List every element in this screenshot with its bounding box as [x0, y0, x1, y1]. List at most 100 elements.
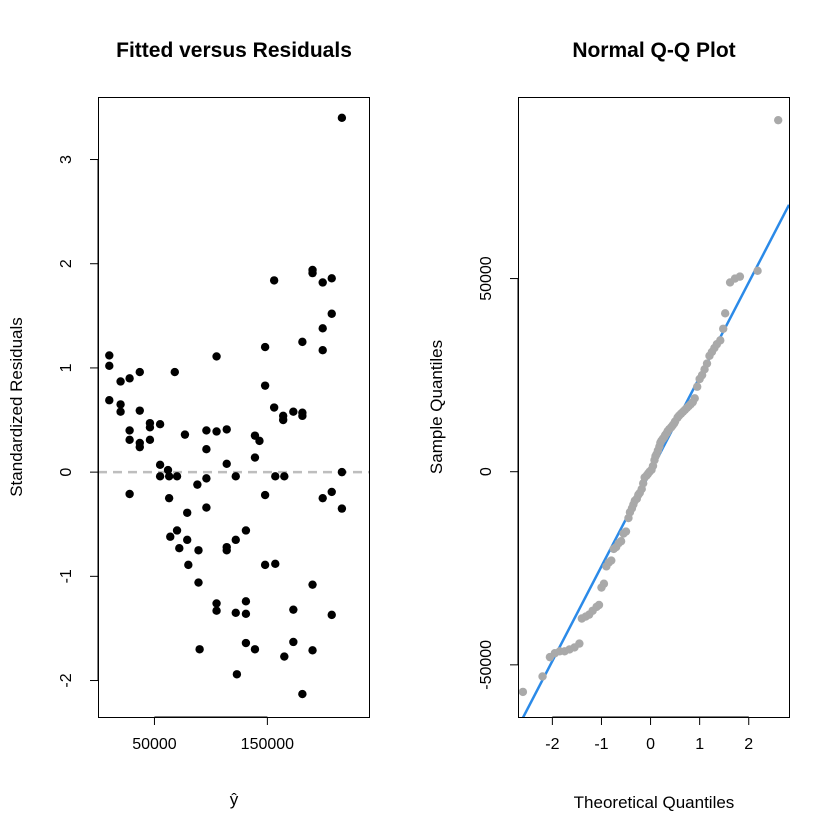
y-tick-label: -1	[58, 569, 75, 583]
y-tick-label: 0	[58, 468, 75, 477]
data-point	[116, 377, 125, 386]
data-point	[212, 599, 221, 608]
data-point	[298, 689, 307, 699]
data-point	[125, 489, 134, 499]
chart-title: Fitted versus Residuals	[116, 39, 352, 62]
left-marks-layer	[98, 113, 369, 699]
data-point	[170, 367, 179, 377]
x-tick-label: 2	[744, 736, 753, 753]
data-point	[202, 445, 211, 454]
x-axis-label: Theoretical Quantiles	[574, 793, 735, 812]
data-point	[616, 537, 626, 546]
data-point	[116, 400, 125, 409]
data-point	[241, 597, 251, 606]
data-point	[250, 453, 260, 462]
data-point	[271, 559, 280, 569]
data-point	[518, 687, 528, 697]
data-point	[269, 276, 279, 285]
data-point	[280, 652, 289, 661]
data-point	[260, 342, 270, 352]
y-axis-label: Sample Quantiles	[427, 340, 446, 474]
data-point	[250, 645, 260, 654]
y-tick-label: -2	[58, 673, 75, 687]
data-point	[155, 472, 165, 481]
data-point	[289, 605, 298, 614]
y-tick-label: 3	[58, 155, 75, 164]
data-point	[289, 637, 298, 647]
data-point	[195, 645, 204, 654]
data-point	[753, 266, 762, 276]
data-point	[327, 610, 336, 620]
data-point	[318, 346, 327, 355]
data-point	[716, 336, 725, 345]
data-point	[599, 579, 609, 588]
data-point	[298, 411, 307, 421]
data-point	[222, 546, 231, 555]
data-point	[116, 407, 125, 416]
data-point	[269, 403, 279, 412]
data-point	[231, 608, 240, 617]
x-axis-label: ŷ	[230, 790, 239, 809]
x-tick-label: -1	[594, 736, 608, 753]
data-point	[194, 578, 203, 587]
chart-title: Normal Q-Q Plot	[572, 39, 735, 62]
data-point	[202, 426, 211, 435]
data-point	[690, 394, 699, 403]
fitted-vs-residuals-panel: Fitted versus Residuals 50000 150000 -2 -1…	[7, 39, 370, 809]
data-point	[241, 526, 251, 535]
data-point	[194, 546, 203, 555]
data-point	[773, 115, 783, 125]
data-point	[105, 361, 114, 371]
x-axis: 50000 150000	[132, 716, 294, 753]
y-axis: -2 -1 0 1 2 3	[58, 155, 99, 688]
y-tick-label: 1	[58, 363, 75, 372]
x-tick-label: 1	[695, 736, 704, 753]
data-point	[260, 381, 270, 390]
data-point	[172, 526, 182, 535]
data-point	[125, 435, 134, 445]
data-point	[163, 465, 173, 475]
plot-frame	[518, 97, 790, 718]
data-point	[232, 670, 242, 679]
data-point	[193, 480, 202, 489]
data-point	[175, 543, 184, 553]
data-point	[135, 406, 144, 415]
x-axis: -2 -1 0 1 2	[545, 716, 753, 753]
data-point	[183, 508, 192, 517]
data-point	[594, 600, 604, 610]
data-point	[289, 407, 298, 416]
data-point	[621, 527, 631, 536]
data-point	[172, 472, 182, 481]
data-point	[241, 638, 251, 648]
data-point	[180, 430, 190, 439]
data-point	[164, 493, 174, 503]
data-point	[308, 580, 317, 589]
data-point	[105, 351, 114, 360]
data-point	[271, 472, 280, 481]
data-point	[135, 442, 144, 452]
x-tick-label: -2	[545, 736, 559, 753]
x-tick-label: 50000	[132, 736, 177, 753]
y-tick-label: 50000	[478, 256, 495, 301]
data-point	[327, 274, 336, 283]
data-point	[260, 490, 270, 500]
data-point	[337, 504, 347, 513]
data-point	[184, 560, 193, 570]
data-point	[260, 560, 270, 570]
data-point	[155, 460, 165, 470]
y-tick-label: 0	[478, 467, 495, 476]
x-tick-label: 0	[646, 736, 655, 753]
data-point	[719, 324, 728, 333]
data-point	[166, 532, 175, 541]
data-point	[607, 556, 616, 565]
data-point	[145, 435, 155, 445]
data-point	[164, 472, 174, 481]
x-tick-label: 150000	[241, 736, 294, 753]
data-point	[298, 337, 307, 347]
data-point	[202, 474, 211, 483]
data-point	[125, 426, 134, 435]
data-point	[202, 503, 211, 512]
data-point	[735, 272, 745, 281]
data-point	[125, 374, 134, 383]
